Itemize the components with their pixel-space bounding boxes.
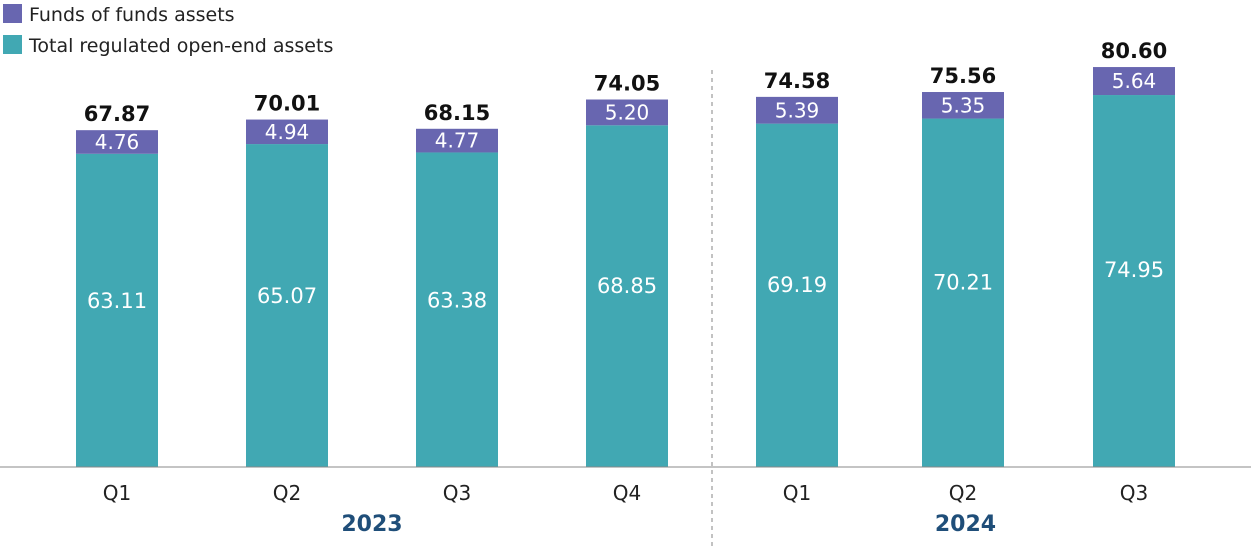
bar-funds-of-funds-4 xyxy=(756,96,838,124)
x-tick-label-3: Q4 xyxy=(613,481,641,505)
legend-swatch-total-regulated xyxy=(3,35,22,54)
legend-label-total-regulated: Total regulated open-end assets xyxy=(28,35,333,57)
data-label-funds-of-funds-1: 4.94 xyxy=(265,120,310,144)
data-label-funds-of-funds-3: 5.20 xyxy=(605,100,650,124)
bar-funds-of-funds-3 xyxy=(586,99,668,126)
legend-swatch-funds-of-funds xyxy=(3,4,22,23)
bar-funds-of-funds-5 xyxy=(922,92,1004,119)
bar-total-regulated-2 xyxy=(416,152,498,468)
year-label-2024: 2024 xyxy=(935,512,996,537)
x-tick-label-5: Q2 xyxy=(949,481,977,505)
data-label-total-regulated-1: 65.07 xyxy=(257,284,317,308)
bar-funds-of-funds-1 xyxy=(246,119,328,145)
bars: 63.11 4.76 67.87 65.07 4.94 70.01 63.38 4.77 68.… xyxy=(76,39,1175,468)
total-label-2: 68.15 xyxy=(424,101,490,125)
data-label-total-regulated-0: 63.11 xyxy=(87,289,147,313)
data-label-total-regulated-4: 69.19 xyxy=(767,273,827,297)
data-label-total-regulated-5: 70.21 xyxy=(933,270,993,294)
year-label-2023: 2023 xyxy=(341,512,402,537)
legend-label-funds-of-funds: Funds of funds assets xyxy=(29,4,235,26)
total-label-0: 67.87 xyxy=(84,102,150,126)
legend: Funds of funds assets Total regulated op… xyxy=(3,4,333,57)
bar-funds-of-funds-6 xyxy=(1093,67,1175,96)
bar-total-regulated-4 xyxy=(756,123,838,468)
data-label-funds-of-funds-5: 5.35 xyxy=(941,93,986,117)
x-tick-label-4: Q1 xyxy=(783,481,811,505)
data-label-funds-of-funds-4: 5.39 xyxy=(775,98,820,122)
year-labels: 2023 2024 xyxy=(341,512,996,537)
bar-total-regulated-1 xyxy=(246,144,328,467)
data-label-funds-of-funds-6: 5.64 xyxy=(1112,69,1157,93)
total-label-3: 74.05 xyxy=(594,72,660,96)
data-label-funds-of-funds-0: 4.76 xyxy=(95,130,140,154)
bar-total-regulated-6 xyxy=(1093,95,1175,467)
data-label-total-regulated-6: 74.95 xyxy=(1104,258,1164,282)
bar-funds-of-funds-2 xyxy=(416,128,498,153)
data-label-funds-of-funds-2: 4.77 xyxy=(435,129,480,153)
x-tick-label-6: Q3 xyxy=(1120,481,1148,505)
x-tick-label-2: Q3 xyxy=(443,481,471,505)
total-label-5: 75.56 xyxy=(930,64,996,88)
total-label-1: 70.01 xyxy=(254,92,320,116)
bar-total-regulated-5 xyxy=(922,118,1004,467)
bar-funds-of-funds-0 xyxy=(76,130,158,154)
data-label-total-regulated-2: 63.38 xyxy=(427,288,487,312)
x-tick-label-0: Q1 xyxy=(103,481,131,505)
bar-total-regulated-3 xyxy=(586,125,668,467)
x-axis-ticks: Q1 Q2 Q3 Q4 Q1 Q2 Q3 xyxy=(103,481,1148,505)
total-label-4: 74.58 xyxy=(764,69,830,93)
bar-total-regulated-0 xyxy=(76,153,158,467)
x-tick-label-1: Q2 xyxy=(273,481,301,505)
total-label-6: 80.60 xyxy=(1101,39,1167,63)
data-label-total-regulated-3: 68.85 xyxy=(597,274,657,298)
